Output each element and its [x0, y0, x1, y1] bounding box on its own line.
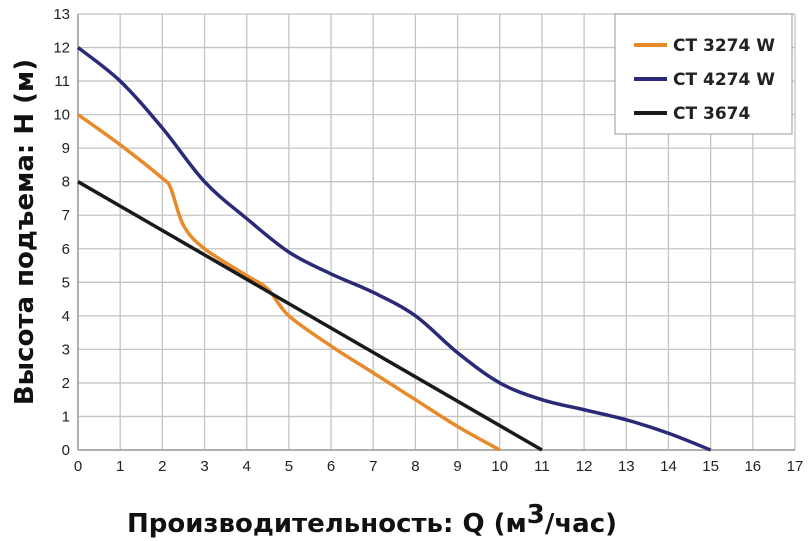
y-tick-label: 7: [62, 207, 70, 224]
x-axis-label: Производительность: Q (м3/час): [127, 500, 617, 539]
y-tick-label: 0: [62, 442, 70, 459]
series-line-ct-4274-w: [76, 46, 712, 452]
y-tick-label: 3: [62, 341, 70, 358]
y-tick-label: 6: [62, 241, 70, 258]
x-tick-label: 9: [453, 458, 461, 475]
x-tick-label: 14: [660, 458, 677, 475]
x-axis-label-tail: /час): [545, 509, 617, 539]
x-tick-label: 7: [369, 458, 377, 475]
x-tick-label: 3: [200, 458, 208, 475]
y-tick-label: 4: [62, 308, 70, 325]
legend: CT 3274 W CT 4274 W CT 3674: [614, 13, 793, 135]
x-axis-label-main: Производительность: Q (м: [127, 509, 527, 539]
y-tick-label: 11: [54, 73, 70, 90]
y-tick-label: 1: [62, 408, 70, 425]
legend-label: CT 3674: [673, 104, 750, 124]
x-tick-label: 0: [74, 458, 82, 475]
x-tick-label: 11: [534, 458, 550, 475]
legend-label: CT 3274 W: [673, 36, 775, 56]
y-tick-label: 8: [62, 174, 70, 191]
x-tick-label: 12: [576, 458, 593, 475]
y-tick-label: 10: [53, 107, 70, 124]
y-tick-label: 5: [62, 274, 70, 291]
series-line-ct-3674: [77, 180, 543, 452]
y-axis-label: Высота подъема: H (м): [10, 59, 40, 405]
x-tick-label: 10: [491, 458, 508, 475]
x-tick-label: 6: [327, 458, 335, 475]
x-tick-label: 1: [116, 458, 124, 475]
series-line-ct-3274-w: [76, 113, 501, 452]
x-tick-label: 16: [744, 458, 761, 475]
x-tick-label: 4: [243, 458, 251, 475]
y-tick-label: 9: [62, 140, 70, 157]
x-tick-label: 17: [787, 458, 804, 475]
series-lines: [76, 46, 712, 452]
y-tick-label: 2: [62, 375, 70, 392]
y-tick-label: 12: [53, 40, 70, 57]
x-tick-label: 2: [158, 458, 166, 475]
x-tick-label: 13: [618, 458, 635, 475]
legend-label: CT 4274 W: [673, 70, 775, 90]
x-tick-label: 15: [702, 458, 719, 475]
y-tick-label: 13: [53, 6, 70, 23]
x-axis-label-sup: 3: [527, 500, 545, 530]
x-tick-label: 5: [285, 458, 293, 475]
x-tick-labels: 0 1 2 3 4 5 6 7 8 9 10 11 12 13 14 15 16 17: [74, 458, 804, 475]
x-tick-label: 8: [411, 458, 419, 475]
